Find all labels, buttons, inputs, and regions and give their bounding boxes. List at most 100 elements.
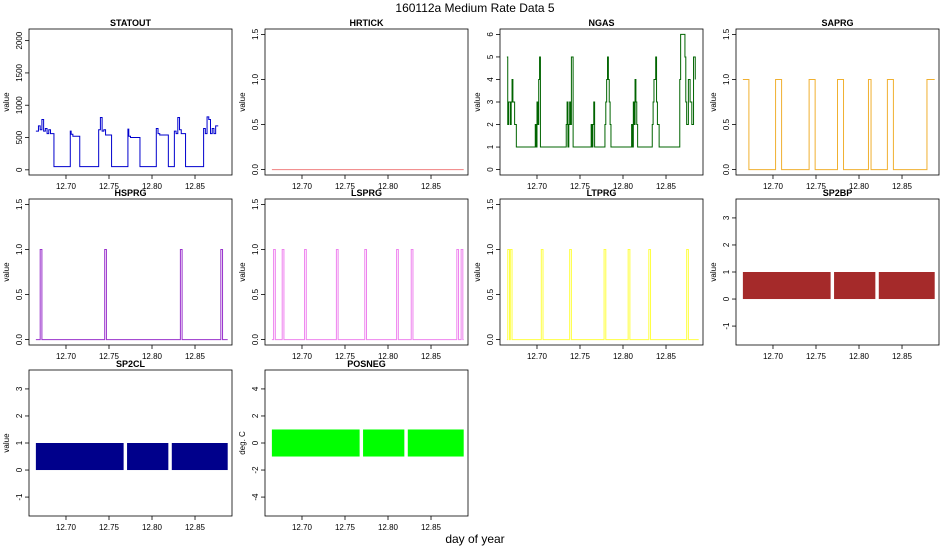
y-axis-label: value xyxy=(709,92,718,112)
panel-posneg: POSNEG deg. C -4 -2 0 2 4 12.70 12.75 12.80 12.85 xyxy=(238,359,469,532)
x-tick-label: 12.70 xyxy=(56,523,77,532)
panel-title: SP2CL xyxy=(116,359,146,369)
plot-frame xyxy=(264,369,469,517)
panel-title: HRTICK xyxy=(350,18,384,28)
plot-frame xyxy=(28,369,233,517)
series-line-ngas xyxy=(506,33,696,148)
y-tick-label: -2 xyxy=(251,466,260,474)
panel-statout: STATOUT value 0 500 1000 1500 2000 12.70 12.75 12… xyxy=(2,18,233,191)
plot-frame xyxy=(264,198,469,346)
panel-ngas: NGAS value 0 1 2 3 4 5 6 12.70 12.75 12.80 12.85 xyxy=(473,18,704,191)
state-block xyxy=(363,429,405,457)
x-tick-label: 12.80 xyxy=(142,352,163,361)
y-axis-label: value xyxy=(473,92,482,112)
y-tick-label: 1 xyxy=(15,440,24,445)
state-block xyxy=(171,443,228,471)
y-axis-label: value xyxy=(2,262,11,282)
panel-lsprg: LSPRG value 0.0 0.5 1.0 1.5 12.70 12.75 12.80 12.… xyxy=(238,188,469,361)
plot-frame xyxy=(735,28,940,176)
panel-title: NGAS xyxy=(588,18,614,28)
x-tick-label: 12.85 xyxy=(892,182,913,191)
panel-sp2bp: SP2BP value -1 0 1 2 3 12.70 12.75 12.80 12.85 xyxy=(709,188,940,361)
x-tick-label: 12.75 xyxy=(806,182,827,191)
panel-title: SAPRG xyxy=(821,18,853,28)
figure-title: 160112a Medium Rate Data 5 xyxy=(395,1,555,15)
x-tick-label: 12.75 xyxy=(99,523,120,532)
state-block xyxy=(878,272,935,300)
y-tick-label: -1 xyxy=(15,493,24,501)
series-line-hsprg xyxy=(35,248,228,341)
x-tick-label: 12.70 xyxy=(763,182,784,191)
x-tick-label: 12.80 xyxy=(142,523,163,532)
y-axis-label: value xyxy=(2,433,11,453)
y-tick-label: 1000 xyxy=(15,96,24,114)
x-tick-label: 12.75 xyxy=(570,352,591,361)
x-tick-label: 12.85 xyxy=(421,182,442,191)
y-tick-label: 0.5 xyxy=(251,288,260,300)
x-tick-label: 12.70 xyxy=(292,523,313,532)
x-tick-label: 12.70 xyxy=(56,182,77,191)
panel-title: LSPRG xyxy=(351,188,382,198)
y-tick-label: 1500 xyxy=(15,63,24,81)
panel-title: STATOUT xyxy=(110,18,151,28)
panel-title: HSPRG xyxy=(114,188,146,198)
x-tick-label: 12.75 xyxy=(335,523,356,532)
y-tick-label: 1.0 xyxy=(722,73,731,85)
y-tick-label: 3 xyxy=(15,386,24,391)
y-tick-label: 4 xyxy=(251,386,260,391)
y-tick-label: 0.5 xyxy=(722,118,731,130)
panel-ltprg: LTPRG value 0.0 0.5 1.0 1.5 12.70 12.75 12.80 12.… xyxy=(473,188,704,361)
x-tick-label: 12.75 xyxy=(570,182,591,191)
y-tick-label: 2000 xyxy=(15,31,24,49)
x-tick-label: 12.70 xyxy=(292,352,313,361)
y-tick-label: 1.0 xyxy=(15,243,24,255)
y-tick-label: 0 xyxy=(15,167,24,172)
y-axis-label: value xyxy=(238,262,247,282)
panel-hrtick: HRTICK value 0.0 0.5 1.0 1.5 12.70 12.75 12.80 12… xyxy=(238,18,469,191)
x-tick-label: 12.75 xyxy=(99,182,120,191)
y-tick-label: 1.0 xyxy=(251,73,260,85)
x-tick-label: 12.80 xyxy=(378,352,399,361)
x-tick-label: 12.85 xyxy=(421,352,442,361)
x-tick-label: 12.80 xyxy=(613,352,634,361)
x-tick-label: 12.80 xyxy=(378,523,399,532)
series-line-lsprg xyxy=(271,248,464,341)
y-tick-label: 0 xyxy=(15,467,24,472)
y-tick-label: 0.0 xyxy=(722,163,731,175)
panel-hsprg: HSPRG value 0.0 0.5 1.0 1.5 12.70 12.75 12.80 12.… xyxy=(2,188,233,361)
x-axis-label: day of year xyxy=(445,532,504,546)
y-tick-label: 0.0 xyxy=(251,333,260,345)
y-tick-label: 1 xyxy=(722,269,731,274)
x-tick-label: 12.75 xyxy=(806,352,827,361)
x-tick-label: 12.70 xyxy=(527,352,548,361)
y-tick-label: 1.0 xyxy=(251,243,260,255)
y-tick-label: 1.5 xyxy=(722,28,731,40)
y-tick-label: 3 xyxy=(722,215,731,220)
x-tick-label: 12.80 xyxy=(849,182,870,191)
y-tick-label: 5 xyxy=(486,54,495,59)
x-tick-label: 12.80 xyxy=(142,182,163,191)
y-tick-label: 500 xyxy=(15,130,24,144)
panel-saprg: SAPRG value 0.0 0.5 1.0 1.5 12.70 12.75 12.80 12.… xyxy=(709,18,940,191)
y-tick-label: 0.0 xyxy=(251,163,260,175)
y-tick-label: 0.0 xyxy=(486,333,495,345)
series-line-statout xyxy=(35,116,219,168)
x-tick-label: 12.85 xyxy=(656,352,677,361)
y-tick-label: 2 xyxy=(486,122,495,127)
state-block xyxy=(834,272,876,300)
y-axis-label: value xyxy=(2,92,11,112)
y-tick-label: 0 xyxy=(722,296,731,301)
plot-frame xyxy=(499,28,704,176)
series-line-saprg xyxy=(742,78,935,171)
state-block xyxy=(271,429,360,457)
y-tick-label: 2 xyxy=(251,413,260,418)
x-tick-label: 12.85 xyxy=(185,182,206,191)
x-tick-label: 12.85 xyxy=(656,182,677,191)
x-tick-label: 12.85 xyxy=(185,523,206,532)
x-tick-label: 12.85 xyxy=(892,352,913,361)
panel-sp2cl: SP2CL value -1 0 1 2 3 12.70 12.75 12.80 12.85 xyxy=(2,359,233,532)
y-tick-label: 0 xyxy=(251,440,260,445)
panel-title: LTPRG xyxy=(587,188,617,198)
